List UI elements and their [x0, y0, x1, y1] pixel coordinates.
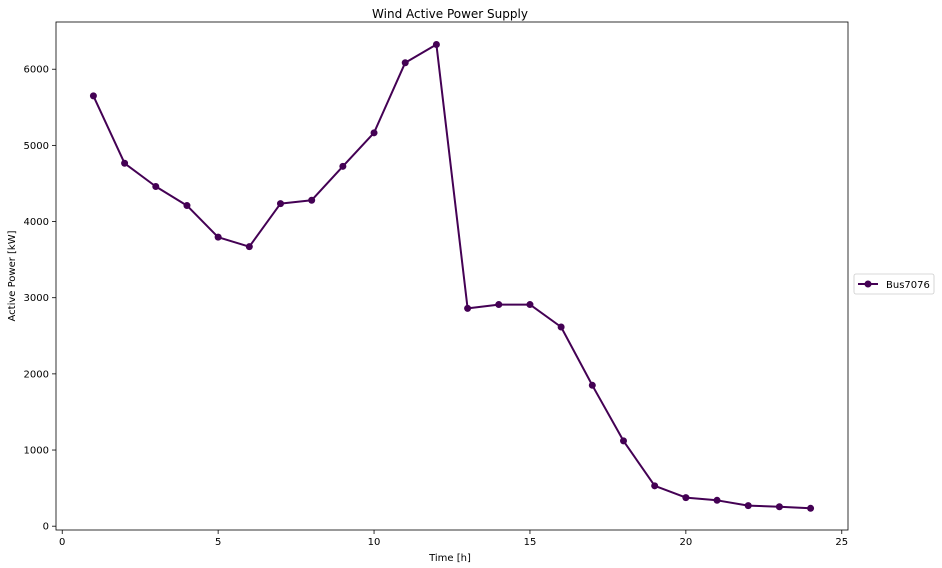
data-point — [464, 304, 472, 312]
data-point — [807, 504, 815, 512]
data-point — [308, 196, 316, 204]
data-point — [526, 301, 534, 309]
data-point — [183, 202, 191, 210]
data-point — [277, 200, 285, 208]
data-point — [370, 129, 378, 137]
legend-marker — [864, 280, 872, 288]
y-tick-label: 3000 — [24, 293, 49, 304]
y-tick-label: 1000 — [24, 446, 49, 457]
legend-label: Bus7076 — [886, 280, 930, 291]
data-point — [651, 482, 659, 490]
y-tick-label: 4000 — [24, 217, 49, 228]
data-series — [89, 40, 815, 512]
data-point — [619, 437, 627, 445]
x-tick-label: 0 — [59, 537, 65, 548]
series-line — [92, 43, 811, 510]
x-tick-label: 10 — [368, 537, 381, 548]
x-axis: 0 5 10 15 20 25 — [59, 530, 848, 548]
data-point — [214, 233, 222, 241]
y-tick-label: 5000 — [24, 141, 49, 152]
x-tick-label: 20 — [679, 537, 692, 548]
data-point — [339, 162, 347, 170]
y-tick-label: 6000 — [24, 65, 49, 76]
data-point — [495, 301, 503, 309]
x-tick-label: 25 — [835, 537, 848, 548]
data-point — [152, 183, 160, 191]
y-tick-label: 2000 — [24, 369, 49, 380]
data-point — [432, 40, 440, 48]
data-point — [588, 381, 596, 389]
y-axis-label: Active Power [kW] — [7, 230, 18, 321]
data-point — [89, 92, 97, 100]
y-axis: 0 1000 2000 3000 4000 5000 6000 — [24, 65, 56, 533]
data-point — [775, 503, 783, 511]
x-tick-label: 15 — [524, 537, 537, 548]
data-point — [401, 59, 409, 67]
data-point — [121, 159, 129, 167]
data-point — [245, 243, 253, 251]
legend-box — [853, 273, 935, 295]
y-tick-label: 0 — [43, 522, 49, 533]
data-point — [557, 323, 565, 331]
data-point — [713, 496, 721, 504]
legend: Bus7076 — [853, 273, 935, 295]
x-tick-label: 5 — [215, 537, 221, 548]
data-point — [744, 502, 752, 510]
plot-area — [55, 21, 849, 531]
data-point — [682, 494, 690, 502]
x-axis-label: Time [h] — [428, 553, 471, 564]
chart-title: Wind Active Power Supply — [372, 7, 528, 21]
